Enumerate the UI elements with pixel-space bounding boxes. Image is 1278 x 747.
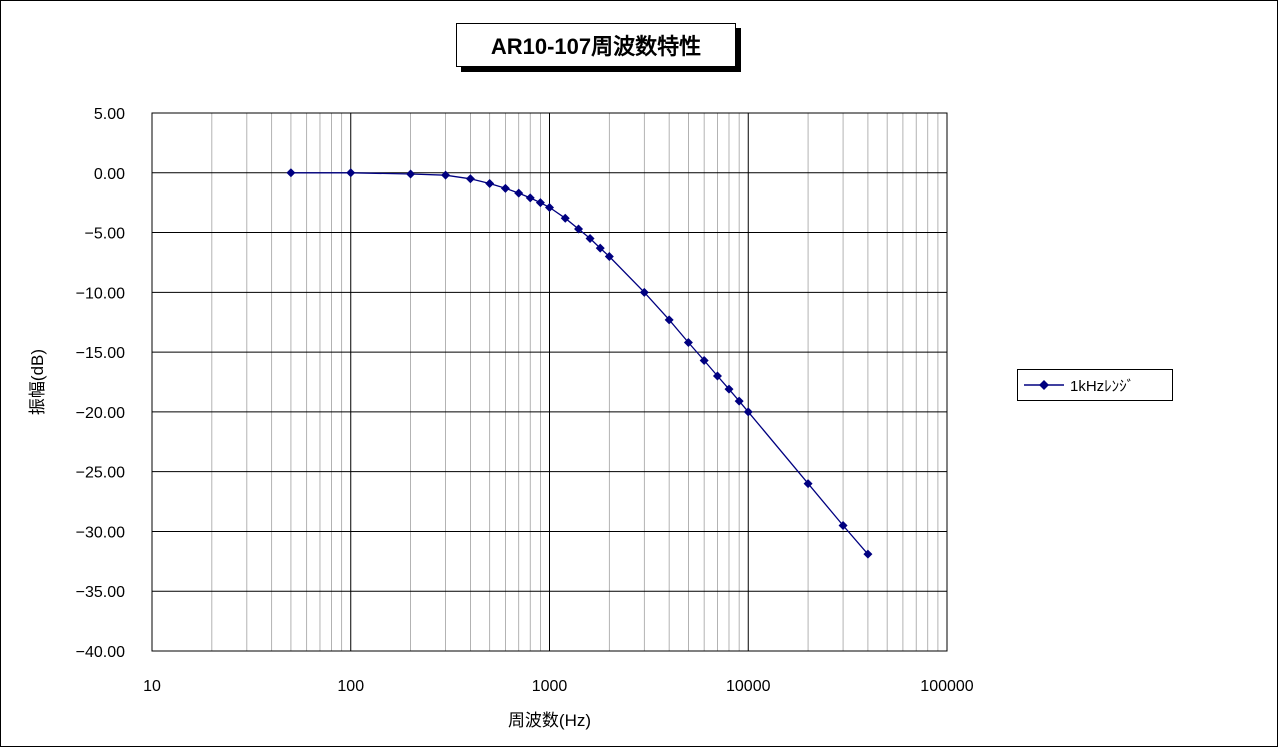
- data-point-marker: [724, 384, 734, 394]
- data-point-marker: [699, 355, 709, 365]
- chart-title-box: AR10-107周波数特性: [456, 23, 736, 67]
- data-point-marker: [514, 188, 524, 198]
- legend: 1kHzﾚﾝｼﾞ: [1017, 369, 1173, 401]
- x-tick-label: 10: [143, 678, 161, 695]
- legend-marker-icon: [1024, 380, 1064, 390]
- data-point-marker: [639, 287, 649, 297]
- y-tick-label: −30.00: [76, 524, 125, 541]
- y-tick-label: −5.00: [85, 226, 126, 243]
- data-point-marker: [485, 179, 495, 189]
- data-point-marker: [535, 198, 545, 208]
- y-tick-label: −10.00: [76, 285, 125, 302]
- y-tick-label: −25.00: [76, 465, 125, 482]
- data-point-marker: [585, 234, 595, 244]
- data-point-marker: [595, 243, 605, 253]
- data-point-marker: [734, 396, 744, 406]
- data-point-marker: [743, 407, 753, 417]
- data-point-marker: [803, 479, 813, 489]
- data-point-marker: [604, 251, 614, 261]
- y-tick-label: 0.00: [94, 166, 125, 183]
- y-tick-label: −15.00: [76, 345, 125, 362]
- data-point-marker: [863, 549, 873, 559]
- y-tick-label: 5.00: [94, 106, 125, 123]
- data-point-marker: [406, 169, 416, 179]
- chart-title: AR10-107周波数特性: [490, 34, 702, 59]
- x-tick-label: 100000: [920, 678, 973, 695]
- y-tick-label: −40.00: [76, 644, 125, 661]
- data-point-marker: [465, 174, 475, 184]
- data-point-marker: [664, 315, 674, 325]
- y-axis-label: 振幅(dB): [28, 349, 47, 415]
- x-tick-label: 10000: [726, 678, 771, 695]
- y-tick-label: −35.00: [76, 584, 125, 601]
- data-point-marker: [441, 170, 451, 180]
- x-tick-label: 1000: [532, 678, 568, 695]
- data-point-marker: [545, 202, 554, 212]
- data-point-marker: [712, 371, 722, 381]
- legend-series-name: 1kHzﾚﾝｼﾞ: [1070, 377, 1135, 395]
- data-point-marker: [560, 213, 570, 223]
- data-point-marker: [525, 193, 535, 203]
- data-point-marker: [286, 168, 296, 178]
- data-point-marker: [346, 168, 356, 178]
- data-point-marker: [574, 224, 584, 234]
- data-point-marker: [683, 338, 693, 348]
- y-tick-label: −20.00: [76, 405, 125, 422]
- x-tick-label: 100: [337, 678, 364, 695]
- x-axis-label: 周波数(Hz): [508, 711, 591, 730]
- data-point-marker: [838, 520, 848, 530]
- data-point-marker: [500, 183, 510, 193]
